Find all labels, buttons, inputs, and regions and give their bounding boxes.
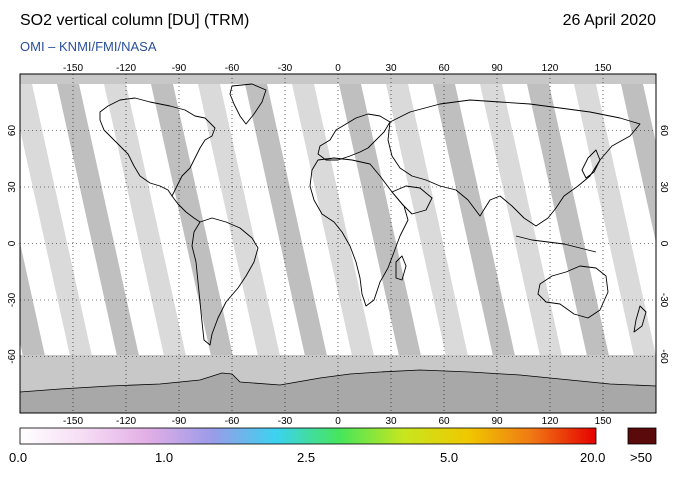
longitude-tick-label: 150: [595, 63, 612, 74]
south-america-coast: [191, 217, 259, 346]
orbit-swath: [480, 84, 562, 356]
orbit-swath: [151, 84, 233, 356]
latitude-tick-label: 30: [658, 181, 669, 193]
data-source-credit: OMI – KNMI/FMI/NASA: [20, 39, 157, 54]
australia-coast: [537, 265, 609, 319]
africa-coast: [309, 157, 409, 307]
orbit-swath: [245, 84, 327, 356]
longitude-tick-label: 90: [491, 416, 503, 427]
orbit-swath: [20, 84, 92, 356]
latitude-tick-label: -60: [658, 349, 669, 364]
latitude-tick-label: 60: [7, 125, 18, 137]
latitude-tick-label: 0: [7, 240, 18, 246]
latitude-tick-label: 0: [658, 241, 669, 247]
longitude-labels-bottom: -150 -120 -90 -60 -30 0 30 60 90 120 150: [63, 416, 612, 427]
longitude-tick-label: -150: [63, 63, 83, 74]
asia-coast: [387, 99, 641, 227]
orbit-swaths: [20, 84, 656, 356]
orbit-swath: [386, 84, 468, 356]
longitude-tick-label: -30: [278, 63, 293, 74]
latitude-labels-left: 60 30 0 -30 -60: [7, 125, 18, 364]
madagascar-coast: [395, 255, 407, 281]
graticule: [20, 74, 656, 413]
colorbar-label-4: 20.0: [580, 450, 606, 465]
longitude-tick-label: 120: [542, 63, 559, 74]
longitude-tick-label: 90: [491, 63, 503, 74]
latitude-tick-label: 60: [658, 125, 669, 137]
colorbar-over-box: [627, 427, 657, 445]
latitude-tick-label: -30: [658, 293, 669, 308]
longitude-tick-label: 0: [335, 416, 341, 427]
orbit-swath: [104, 84, 186, 356]
longitude-tick-label: -150: [63, 416, 83, 427]
longitude-tick-label: 120: [542, 416, 559, 427]
orbit-swath: [57, 84, 139, 356]
latitude-tick-label: -30: [7, 292, 18, 307]
longitude-tick-label: -60: [225, 416, 240, 427]
colorbar-label-0: 0.0: [9, 450, 28, 465]
longitude-tick-label: -60: [225, 63, 240, 74]
orbit-swath: [433, 84, 515, 356]
japan-coast: [581, 149, 601, 179]
colorbar-label-2: 2.5: [297, 450, 316, 465]
latitude-tick-label: -60: [7, 349, 18, 364]
colorbar: [19, 427, 597, 445]
longitude-labels-top: -150 -120 -90 -60 -30 0 30 60 90 120 150: [63, 63, 612, 74]
orbit-swath: [292, 84, 374, 356]
latitude-tick-label: 30: [7, 181, 18, 193]
map-frame: [19, 73, 657, 414]
longitude-tick-label: 0: [335, 63, 341, 74]
latitude-labels-right: 60 30 0 -30 -60: [658, 125, 669, 364]
longitude-tick-label: -120: [116, 416, 136, 427]
orbit-swath: [20, 242, 45, 356]
longitude-tick-label: 60: [438, 416, 450, 427]
coastlines: [99, 83, 647, 346]
new-zealand-coast: [633, 305, 647, 333]
longitude-tick-label: 30: [385, 63, 397, 74]
central-america-coast: [171, 195, 201, 223]
orbit-swath: [527, 84, 609, 356]
colorbar-label-3: 5.0: [440, 450, 459, 465]
longitude-tick-label: -120: [116, 63, 136, 74]
map-date: 26 April 2020: [562, 12, 656, 29]
map-title: SO2 vertical column [DU] (TRM): [20, 12, 250, 29]
longitude-tick-label: -30: [278, 416, 293, 427]
arabian-peninsula-coast: [391, 185, 433, 215]
longitude-tick-label: -90: [172, 416, 187, 427]
longitude-tick-label: 30: [385, 416, 397, 427]
indonesia-coast: [515, 235, 597, 253]
orbit-swath: [198, 84, 280, 356]
colorbar-label-1: 1.0: [155, 450, 174, 465]
longitude-tick-label: -90: [172, 63, 187, 74]
north-america-coast: [99, 97, 216, 197]
orbit-swath: [621, 84, 656, 243]
colorbar-over-label: >50: [630, 450, 653, 465]
longitude-tick-label: 150: [595, 416, 612, 427]
longitude-tick-label: 60: [438, 63, 450, 74]
